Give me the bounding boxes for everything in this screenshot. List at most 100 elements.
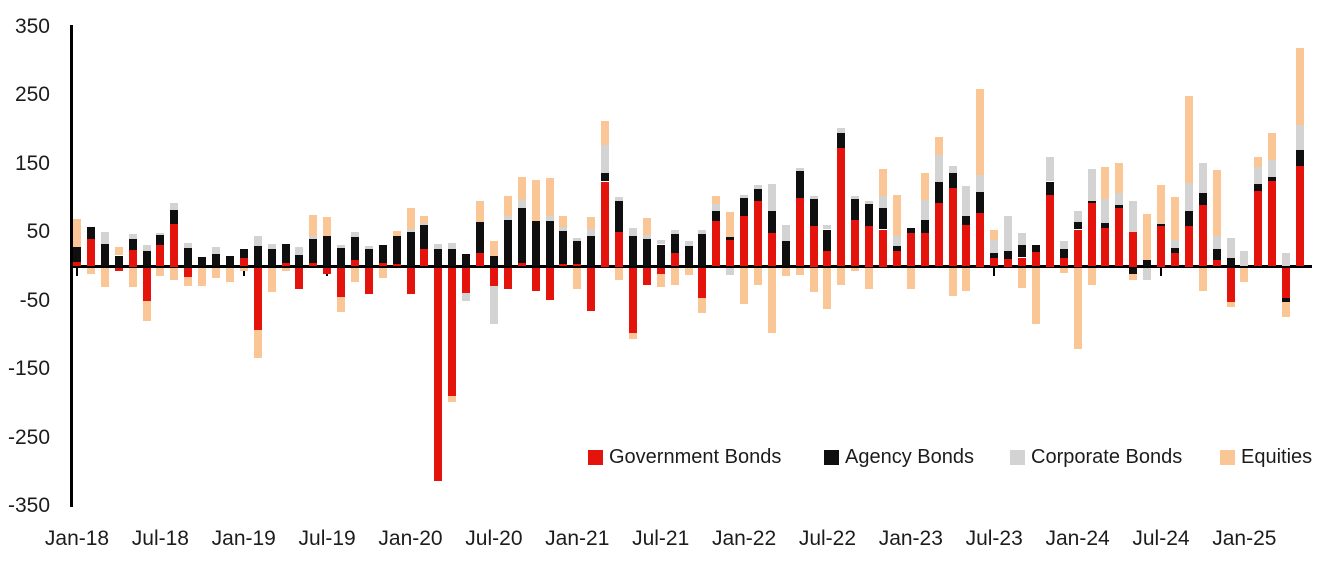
bar-segment-government-bonds (1129, 231, 1138, 267)
bar-segment-agency-bonds (851, 199, 860, 220)
bar-segment-corporate-bonds (684, 241, 693, 246)
bar-segment-corporate-bonds (1226, 237, 1235, 258)
bar-segment-government-bonds (156, 244, 165, 267)
y-axis-label-50: 50 (26, 220, 50, 244)
bar-segment-corporate-bonds (1268, 160, 1277, 178)
bar-segment-government-bonds (476, 252, 484, 267)
bar-segment-equities (503, 195, 512, 217)
bar-segment-government-bonds (948, 187, 957, 267)
bar-segment-agency-bonds (1031, 244, 1040, 253)
bar-segment-agency-bonds (740, 197, 749, 217)
bar-segment-corporate-bonds (489, 285, 498, 325)
bar-segment-corporate-bonds (545, 216, 554, 222)
bar-segment-corporate-bonds (1087, 169, 1096, 201)
bar-segment-equities (156, 268, 165, 277)
bar-segment-corporate-bonds (434, 243, 443, 250)
bar-segment-government-bonds (976, 213, 985, 267)
bar-segment-agency-bonds (976, 192, 985, 213)
bar-segment-agency-bonds (601, 173, 610, 182)
bar-segment-corporate-bonds (295, 246, 304, 255)
bar-segment-government-bonds (420, 248, 429, 267)
bar-segment-corporate-bonds (920, 200, 929, 220)
bar-segment-equities (1295, 48, 1304, 126)
bar-segment-government-bonds (906, 232, 915, 267)
bar-segment-equities (170, 268, 179, 281)
x-axis-label-jul-19: Jul-19 (298, 527, 356, 550)
x-axis-label-jul-23: Jul-23 (965, 527, 1023, 550)
bar-segment-government-bonds (601, 181, 610, 267)
x-axis-label-jul-20: Jul-20 (465, 527, 523, 550)
bar-segment-equities (225, 268, 234, 282)
bar-segment-equities (559, 215, 568, 228)
bar-segment-equities (948, 268, 957, 297)
bar-segment-agency-bonds (323, 235, 332, 267)
bar-segment-government-bonds (517, 263, 526, 267)
bar-segment-agency-bonds (1254, 184, 1263, 192)
bar-segment-government-bonds (615, 231, 623, 267)
bar-segment-government-bonds (1212, 259, 1221, 267)
bar-segment-government-bonds (1073, 229, 1082, 267)
bar-segment-agency-bonds (1268, 177, 1277, 181)
bar-segment-equities (837, 268, 846, 285)
bar-segment-corporate-bonds (448, 242, 457, 250)
bar-segment-equities (698, 297, 707, 313)
bar-segment-government-bonds (656, 268, 665, 274)
y-axis-label--350: -350 (7, 494, 50, 518)
bar-segment-government-bonds (1254, 191, 1263, 267)
bar-segment-government-bonds (642, 268, 651, 286)
bar-segment-equities (545, 178, 554, 217)
bar-segment-agency-bonds (128, 239, 137, 251)
bar-segment-government-bonds (462, 268, 471, 293)
bar-segment-equities (392, 230, 401, 236)
bar-segment-agency-bonds (990, 252, 999, 258)
bar-segment-corporate-bonds (142, 244, 151, 251)
bar-segment-agency-bonds (615, 201, 623, 232)
bar-segment-government-bonds (879, 229, 887, 267)
legend-label-agency-bonds: Agency Bonds (845, 445, 974, 468)
bar-segment-corporate-bonds (642, 235, 651, 240)
x-axis-tick-jul-23 (993, 268, 996, 276)
bar-segment-corporate-bonds (823, 225, 832, 230)
bar-segment-equities (1226, 302, 1235, 308)
bar-segment-agency-bonds (198, 256, 207, 267)
bar-segment-corporate-bonds (1101, 198, 1110, 224)
bar-segment-equities (73, 219, 81, 247)
bar-segment-corporate-bonds (962, 186, 971, 217)
legend-label-equities: Equities (1241, 445, 1313, 468)
bar-segment-equities (337, 296, 345, 312)
bar-segment-agency-bonds (1198, 193, 1207, 205)
bar-segment-agency-bonds (531, 221, 540, 267)
bar-segment-corporate-bonds (726, 268, 735, 275)
bar-segment-agency-bonds (170, 210, 179, 224)
bar-segment-agency-bonds (142, 250, 151, 267)
bar-segment-agency-bonds (587, 235, 596, 267)
bar-segment-corporate-bonds (1295, 125, 1304, 150)
bar-segment-corporate-bonds (781, 224, 790, 242)
bar-segment-corporate-bonds (879, 195, 887, 208)
bar-segment-government-bonds (364, 268, 373, 295)
bar-segment-government-bonds (128, 250, 137, 267)
bar-segment-equities (1143, 214, 1152, 260)
bar-segment-government-bonds (142, 268, 151, 301)
bar-segment-equities (712, 195, 721, 205)
bar-segment-agency-bonds (1004, 251, 1013, 259)
bar-segment-agency-bonds (489, 256, 498, 267)
bar-segment-equities (100, 268, 109, 287)
bar-segment-government-bonds (350, 259, 359, 267)
bar-segment-agency-bonds (309, 239, 318, 264)
bar-segment-equities (670, 268, 679, 285)
bar-segment-government-bonds (892, 251, 901, 267)
bar-segment-government-bonds (628, 268, 637, 333)
bar-segment-equities (920, 173, 929, 200)
bar-segment-agency-bonds (559, 230, 568, 265)
y-axis-label-350: 350 (14, 14, 50, 38)
bar-segment-corporate-bonds (615, 196, 623, 202)
bar-segment-agency-bonds (698, 234, 707, 267)
bar-segment-equities (990, 230, 999, 240)
bar-segment-corporate-bonds (517, 200, 526, 209)
bar-segment-government-bonds (406, 268, 415, 295)
bar-segment-agency-bonds (184, 248, 193, 267)
bar-segment-corporate-bonds (698, 229, 707, 235)
bar-segment-agency-bonds (809, 199, 818, 226)
bar-segment-corporate-bonds (1240, 251, 1249, 267)
